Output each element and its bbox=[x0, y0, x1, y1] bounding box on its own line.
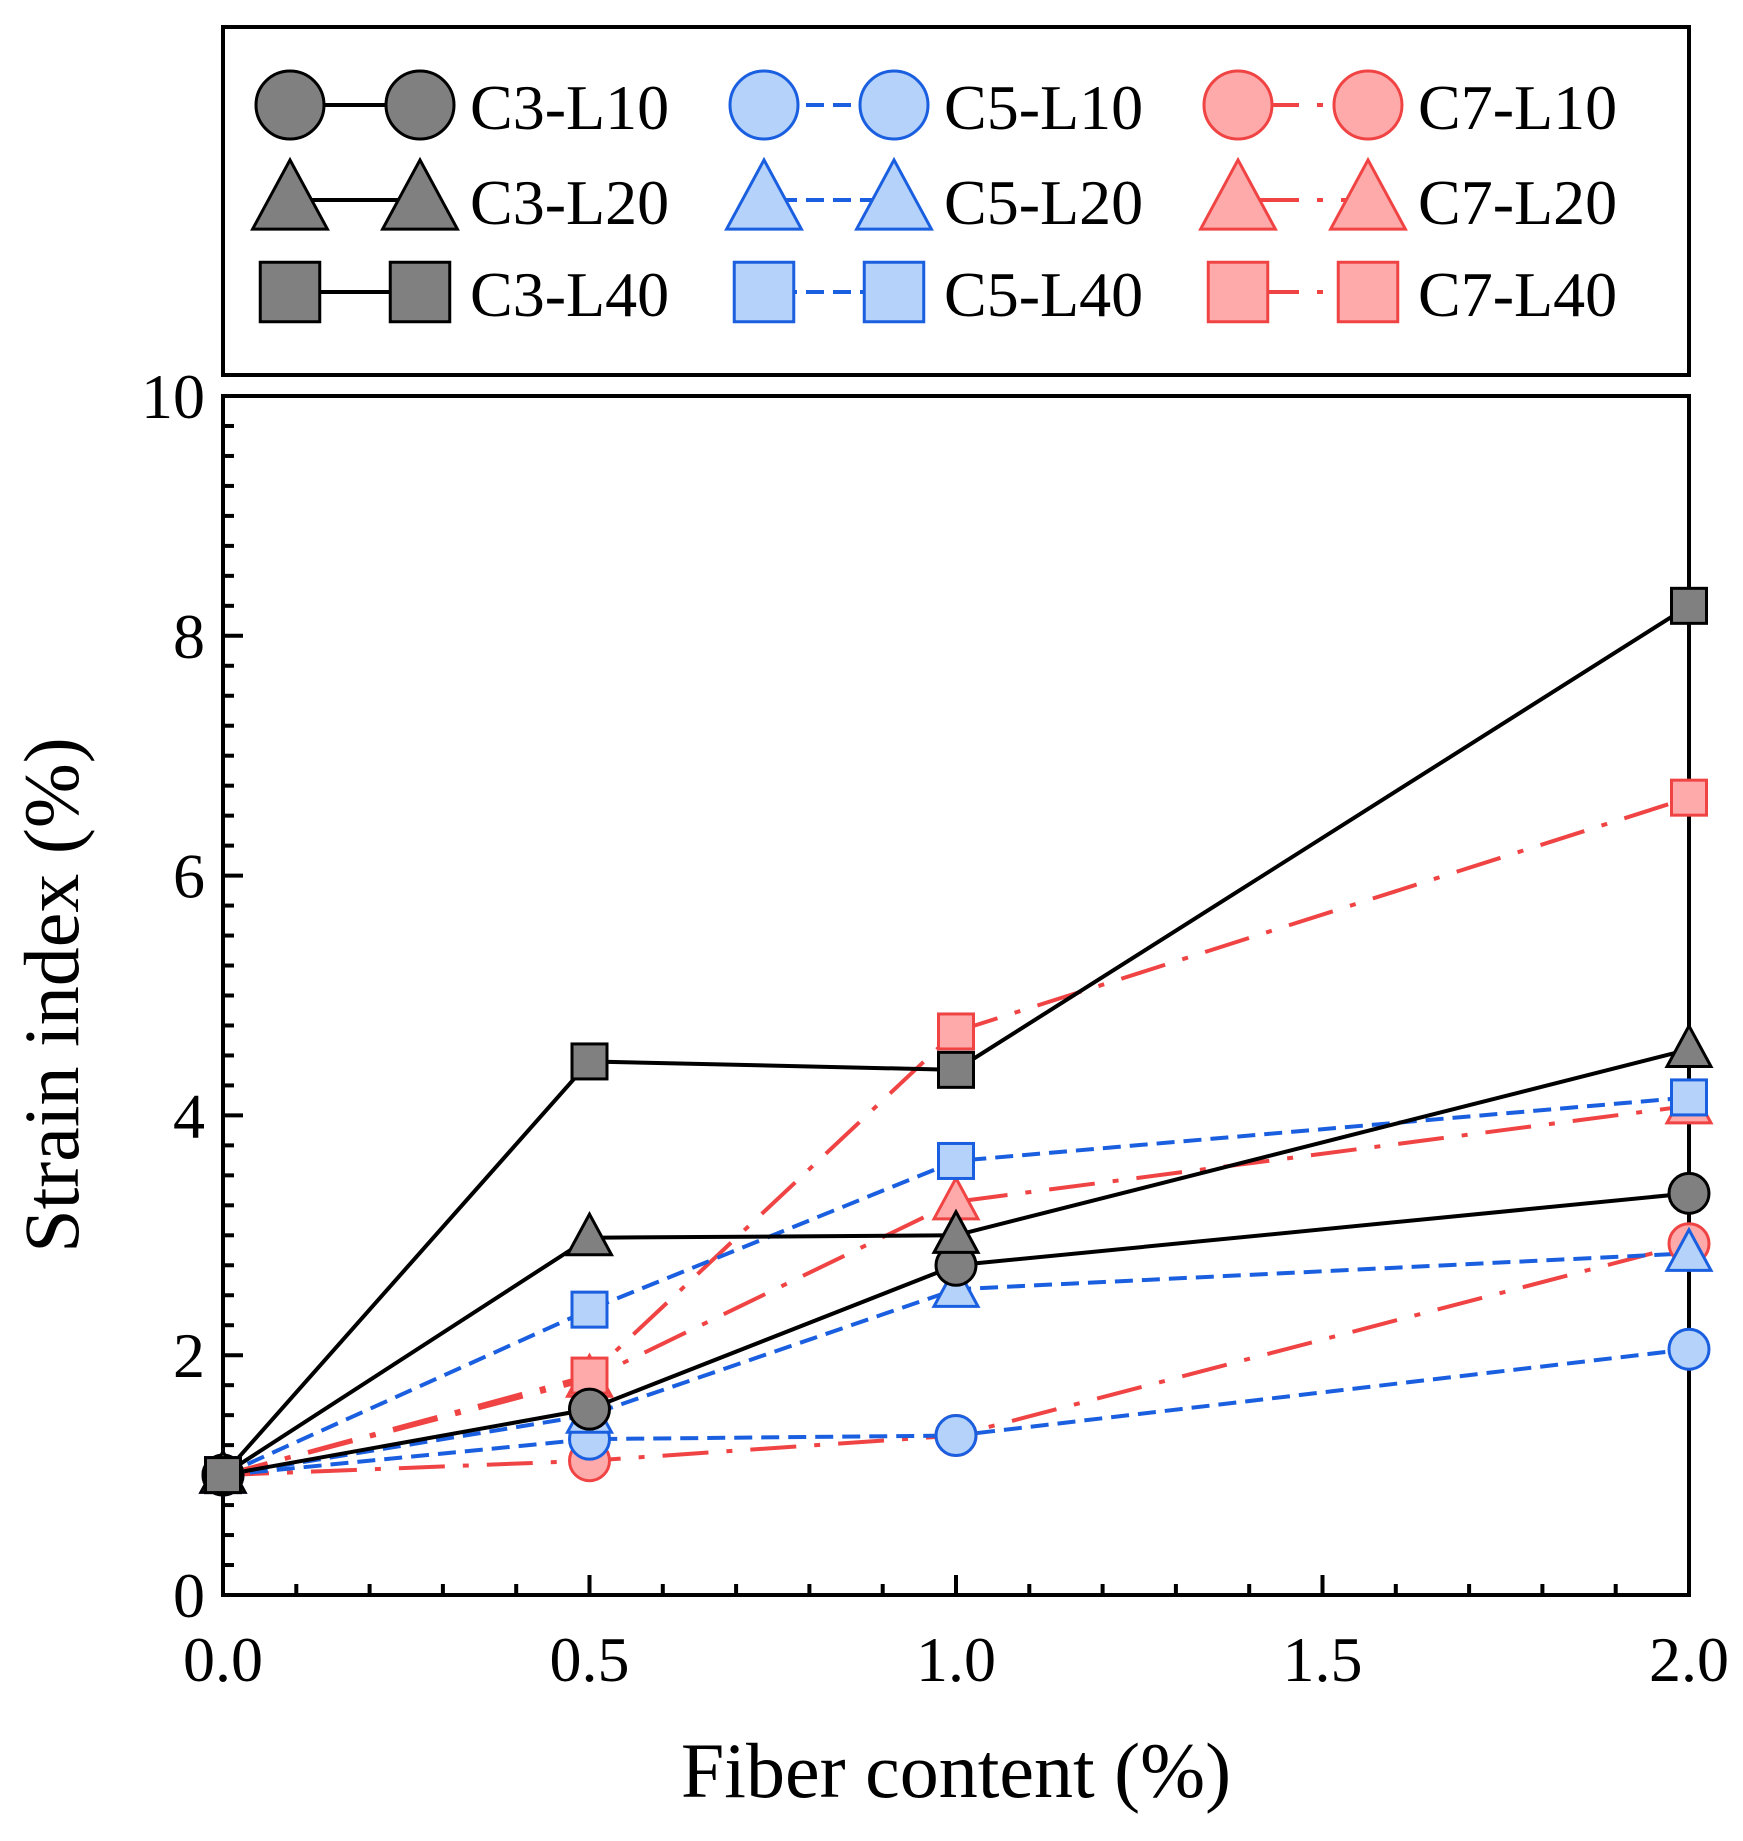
y-tick-label: 6 bbox=[173, 841, 205, 912]
data-point-c3-l40 bbox=[204, 1456, 242, 1495]
y-axis-label: Strain index (%) bbox=[8, 737, 95, 1253]
series-line-c7-l10 bbox=[222, 1241, 1690, 1478]
legend-marker-c7-l20 bbox=[1328, 156, 1408, 231]
data-point-c5-l10 bbox=[1667, 1327, 1711, 1371]
series-line-c3-l10 bbox=[222, 1191, 1690, 1478]
axis-ticks bbox=[221, 394, 1691, 1597]
data-point-c5-l20 bbox=[1664, 1226, 1714, 1272]
legend-marker-c3-l20 bbox=[250, 156, 330, 231]
data-point-c7-l40 bbox=[937, 1012, 975, 1051]
legend-box bbox=[221, 25, 1691, 377]
legend-label-c3-l40: C3-L40 bbox=[470, 259, 669, 330]
legend-label-c3-l20: C3-L20 bbox=[470, 167, 669, 238]
x-tick-label: 1.5 bbox=[1283, 1624, 1363, 1695]
legend-marker-c7-l40 bbox=[1206, 260, 1270, 324]
legend-marker-c3-l40 bbox=[388, 260, 452, 324]
data-point-c3-l40 bbox=[937, 1050, 975, 1089]
data-point-c7-l40 bbox=[1670, 778, 1708, 817]
x-tick-label: 0.5 bbox=[550, 1624, 630, 1695]
data-point-c5-l40 bbox=[570, 1290, 609, 1329]
legend-marker-c3-l10 bbox=[384, 69, 456, 141]
data-point-c3-l40 bbox=[570, 1042, 609, 1081]
x-tick-label: 1.0 bbox=[916, 1624, 996, 1695]
legend-label-c7-l40: C7-L40 bbox=[1418, 259, 1617, 330]
y-tick-label: 0 bbox=[173, 1560, 205, 1631]
legend-marker-c7-l10 bbox=[1202, 69, 1274, 141]
series-line-c5-l10 bbox=[222, 1347, 1690, 1478]
data-point-c3-l40 bbox=[1670, 586, 1708, 625]
data-point-c5-l10 bbox=[934, 1414, 978, 1458]
data-point-c5-l40 bbox=[1670, 1078, 1708, 1117]
data-point-c3-l10 bbox=[1667, 1171, 1711, 1215]
data-point-c5-l40 bbox=[937, 1141, 975, 1180]
legend-marker-c5-l40 bbox=[862, 260, 926, 324]
legend-label-c7-l10: C7-L10 bbox=[1418, 72, 1617, 143]
legend-marker-c7-l10 bbox=[1332, 69, 1404, 141]
legend-marker-c7-l20 bbox=[1198, 156, 1278, 231]
x-tick-label: 0.0 bbox=[183, 1624, 263, 1695]
legend-marker-c5-l10 bbox=[728, 69, 800, 141]
series-line-c3-l40 bbox=[221, 604, 1691, 1477]
y-tick-label: 4 bbox=[173, 1080, 205, 1151]
legend-label-c7-l20: C7-L20 bbox=[1418, 167, 1617, 238]
legend-marker-c7-l40 bbox=[1336, 260, 1400, 324]
legend-marker-c3-l10 bbox=[254, 69, 326, 141]
legend-label-c5-l20: C5-L20 bbox=[944, 167, 1143, 238]
x-tick-label: 2.0 bbox=[1649, 1624, 1729, 1695]
series-lines bbox=[221, 604, 1691, 1478]
data-point-c3-l10 bbox=[568, 1387, 611, 1431]
series-markers bbox=[198, 586, 1714, 1497]
y-tick-label: 2 bbox=[173, 1320, 205, 1391]
legend-marker-c3-l20 bbox=[380, 156, 460, 231]
legend-marker-c5-l40 bbox=[732, 260, 796, 324]
y-tick-label: 8 bbox=[173, 601, 205, 672]
legend-marker-c5-l20 bbox=[724, 156, 804, 231]
legend-label-c3-l10: C3-L10 bbox=[470, 72, 669, 143]
legend-marker-c5-l20 bbox=[854, 156, 934, 231]
series-line-c7-l40 bbox=[222, 795, 1690, 1478]
data-point-c3-l20 bbox=[1664, 1022, 1714, 1069]
data-point-c3-l20 bbox=[931, 1208, 981, 1254]
x-axis-label: Fiber content (%) bbox=[681, 1727, 1231, 1814]
legend-label-c5-l40: C5-L40 bbox=[944, 259, 1143, 330]
legend-marker-c5-l10 bbox=[858, 69, 930, 141]
series-line-c3-l20 bbox=[221, 1047, 1690, 1477]
tick-labels: 0 2 4 6 8 10 0.0 0.5 1.0 1.5 2.0 bbox=[141, 361, 1729, 1695]
legend-label-c5-l10: C5-L10 bbox=[944, 72, 1143, 143]
data-point-c3-l20 bbox=[564, 1210, 615, 1257]
legend-marker-c3-l40 bbox=[258, 260, 322, 324]
legend: C3-L10 C3-L20 C3-L40 C5-L10 C5-L20 C5-L40 C7-L… bbox=[250, 69, 1617, 330]
y-tick-label: 10 bbox=[141, 361, 205, 432]
